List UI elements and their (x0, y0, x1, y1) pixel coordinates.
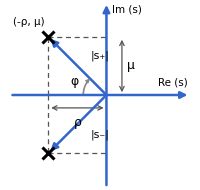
Text: μ: μ (127, 59, 135, 72)
Text: (-ρ, μ): (-ρ, μ) (13, 17, 45, 27)
Text: |s₊|: |s₊| (90, 50, 109, 61)
Text: |s₋|: |s₋| (90, 129, 109, 140)
Text: φ: φ (70, 75, 78, 88)
Text: Im (s): Im (s) (112, 5, 141, 15)
Text: ρ: ρ (73, 116, 81, 129)
Text: Re (s): Re (s) (158, 77, 188, 87)
